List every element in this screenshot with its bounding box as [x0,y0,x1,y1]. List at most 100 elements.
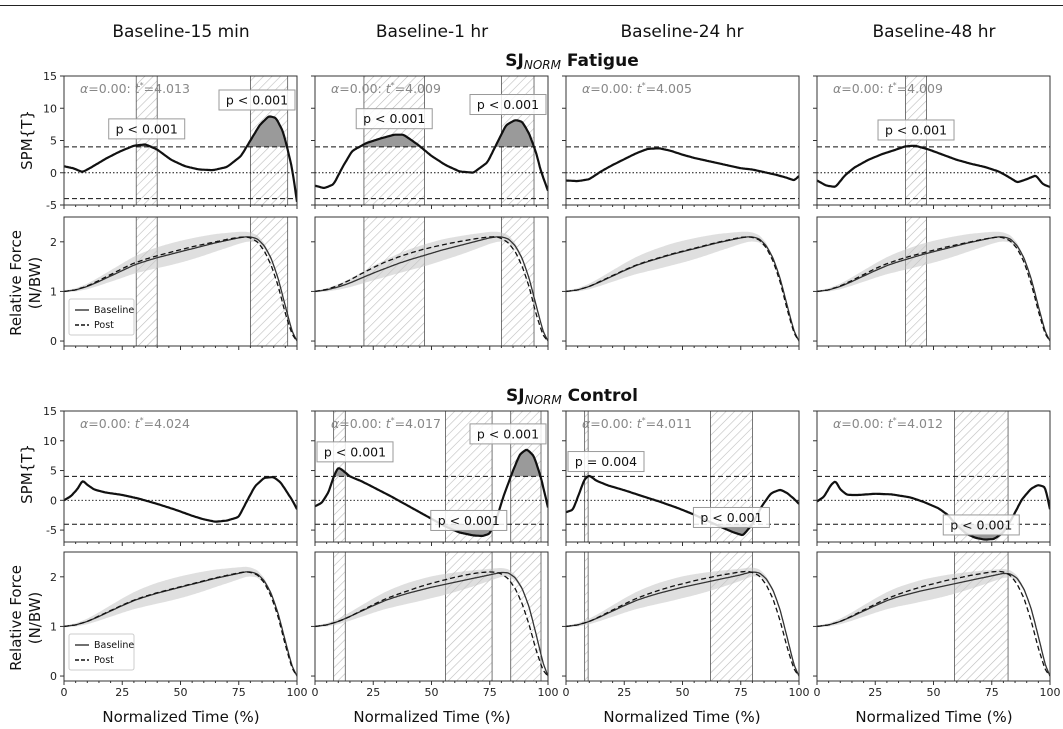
spm-curve [64,476,297,523]
x-tick-label: 100 [789,686,810,699]
variability-band [817,231,1050,342]
threshold-annotation: α=0.00: t*=4.013 [80,81,190,96]
p-value-label-2: p < 0.001 [469,94,547,116]
p-value-box [692,506,770,528]
panel-control-force-4: 0 25 50 75 100 [813,551,1061,699]
x-tick-label: 0 [563,686,570,699]
baseline-curve [64,236,297,342]
x-tick-label: 25 [366,686,380,699]
p-value-box [942,514,1020,536]
y-tick-label: 10 [43,435,57,448]
force-ylabel-control: Relative Force(N/BW) [7,565,44,671]
p-value-text: p < 0.001 [950,517,1012,532]
baseline-curve [566,571,799,677]
post-curve [64,571,297,677]
plot-area [315,552,548,681]
y-tick-label: -5 [46,524,57,537]
threshold-annotation: α=0.00: t*=4.011 [582,416,692,431]
xlabel-3: Normalized Time (%) [603,708,760,726]
p-value-text: p < 0.001 [363,111,425,126]
suprathreshold-area-1 [360,134,420,147]
p-value-label-1: p < 0.001 [355,108,433,130]
post-curve [817,236,1050,342]
plot-area [817,217,1050,346]
p-value-box [108,118,186,140]
x-tick-label: 25 [617,686,631,699]
x-tick-label: 75 [985,686,999,699]
variability-band [64,566,297,677]
plot-area [315,76,548,205]
y-tick-label: 0 [50,670,57,683]
post-curve [566,236,799,342]
variability-band [315,568,548,677]
plot-area [817,552,1050,681]
post-curve [315,571,548,677]
panel-control-spm-1: α=0.00: t*=4.024 -5 0 5 10 15 [43,405,298,546]
p-value-label-2: p < 0.001 [692,506,770,528]
section-title-control: SJNORM Control [506,386,638,407]
y-tick-label: 2 [50,236,57,249]
legend-box [68,633,135,671]
p-value-text: p < 0.001 [116,121,178,136]
p-value-box [218,89,296,111]
plot-area [315,217,548,346]
force-ylabel-fatigue: Relative Force(N/BW) [7,230,44,336]
y-tick-label: 0 [50,335,57,348]
xlabel-1: Normalized Time (%) [102,708,259,726]
plot-area [64,566,297,677]
section-title-fatigue: SJNORM Fatigue [505,51,638,72]
x-tick-label: 25 [868,686,882,699]
x-tick-label: 100 [538,686,559,699]
variability-band [566,231,799,342]
x-tick-label: 0 [61,686,68,699]
cluster-region-1 [905,76,927,205]
post-curve [817,570,1050,677]
x-tick-label: 100 [287,686,308,699]
x-tick-label: 75 [734,686,748,699]
x-tick-label: 0 [814,686,821,699]
column-title-1: Baseline-15 min [112,22,249,42]
x-tick-label: 75 [483,686,497,699]
panel-fatigue-force-1: Baseline Post 0 1 2 [50,216,298,350]
cluster-region-1 [584,552,589,681]
cluster-region-1 [363,217,425,346]
x-tick-label: 100 [1040,686,1061,699]
p-value-text: p < 0.001 [438,513,500,528]
legend-baseline-label: Baseline [94,305,134,316]
legend-post-label: Post [94,655,114,666]
p-value-text: p < 0.001 [885,122,947,137]
p-value-box [316,441,394,463]
p-value-text: p < 0.001 [700,510,762,525]
x-tick-label: 50 [676,686,690,699]
panel-control-force-1: Baseline Post 0 1 2 0 25 50 75 100 [50,551,308,699]
threshold-annotation: α=0.00: t*=4.009 [833,81,943,96]
panel-fatigue-spm-1: α=0.00: t*=4.013 p < 0.001 p < 0.001 -5 0 5 10… [43,70,298,212]
p-value-text: p < 0.001 [477,97,539,112]
panel-fatigue-spm-4: α=0.00: t*=4.009 p < 0.001 [813,75,1051,209]
xlabel-4: Normalized Time (%) [855,708,1012,726]
threshold-annotation: α=0.00: t*=4.012 [833,416,943,431]
threshold-annotation: α=0.00: t*=4.017 [331,416,441,431]
p-value-label-2: p < 0.001 [218,89,296,111]
spm-curve [566,147,799,183]
panel-fatigue-force-2 [311,216,549,350]
variability-band [817,569,1050,677]
p-value-label-1: p < 0.001 [942,514,1020,536]
cluster-region-3 [510,552,542,681]
y-tick-label: 5 [50,465,57,478]
panel-control-spm-2: α=0.00: t*=4.017 p < 0.001 p < 0.001 p < 0.… [311,410,549,546]
cluster-region-1 [905,217,927,346]
legend-post-label: Post [94,320,114,331]
p-value-box [567,451,645,473]
x-tick-label: 50 [927,686,941,699]
y-tick-label: 0 [50,494,57,507]
y-tick-label: 10 [43,102,57,115]
plot-area [566,231,799,342]
x-tick-label: 50 [174,686,188,699]
spm-curve [315,119,548,192]
x-tick-label: 50 [425,686,439,699]
panel-fatigue-spm-2: α=0.00: t*=4.009 p < 0.001 p < 0.001 [311,75,549,209]
threshold-annotation: α=0.00: t*=4.009 [331,81,441,96]
post-curve [315,236,548,342]
